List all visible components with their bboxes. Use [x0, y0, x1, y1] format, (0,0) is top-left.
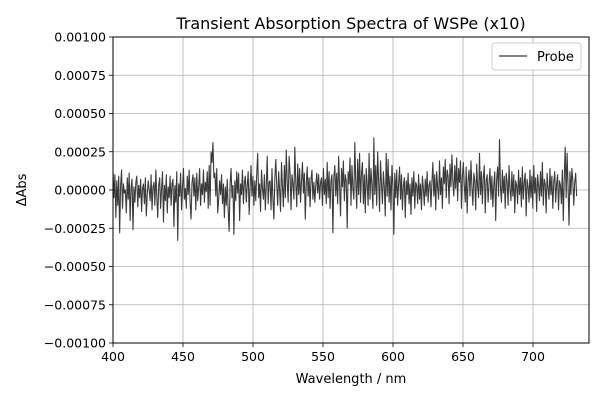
- y-tick-label: 0.00050: [54, 106, 106, 121]
- series-layer: [112, 137, 578, 242]
- y-tick-label: −0.00025: [44, 221, 106, 236]
- x-axis-label: Wavelength / nm: [296, 372, 407, 387]
- y-tick-label: −0.00075: [44, 297, 106, 312]
- y-tick-label: −0.00100: [44, 336, 106, 351]
- chart-title: Transient Absorption Spectra of WSPe (x1…: [175, 14, 525, 33]
- x-tick-label: 450: [171, 349, 195, 364]
- x-tick-label: 500: [241, 349, 265, 364]
- x-tick-label: 400: [101, 349, 125, 364]
- y-axis-label: ΔAbs: [15, 173, 30, 206]
- x-tick-label: 650: [451, 349, 475, 364]
- series-line-probe: [112, 137, 578, 242]
- y-tick-label: 0.00075: [54, 68, 106, 83]
- y-tick-label: 0.00000: [54, 183, 106, 198]
- y-tick-label: 0.00025: [54, 144, 106, 159]
- legend: Probe: [491, 42, 582, 71]
- legend-box: [491, 42, 582, 71]
- x-tick-label: 550: [311, 349, 335, 364]
- x-tick-label: 600: [381, 349, 405, 364]
- y-tick-label: 0.00100: [54, 30, 106, 45]
- x-tick-label: 700: [521, 349, 545, 364]
- plot-frame: [112, 36, 590, 344]
- legend-label: Probe: [537, 50, 574, 65]
- x-axis-ticks: 400 450 500 550 600 650 700: [101, 343, 545, 364]
- y-axis-ticks: −0.00100 −0.00075 −0.00050 −0.00025 0.00000 0…: [44, 30, 113, 351]
- y-tick-label: −0.00050: [44, 259, 106, 274]
